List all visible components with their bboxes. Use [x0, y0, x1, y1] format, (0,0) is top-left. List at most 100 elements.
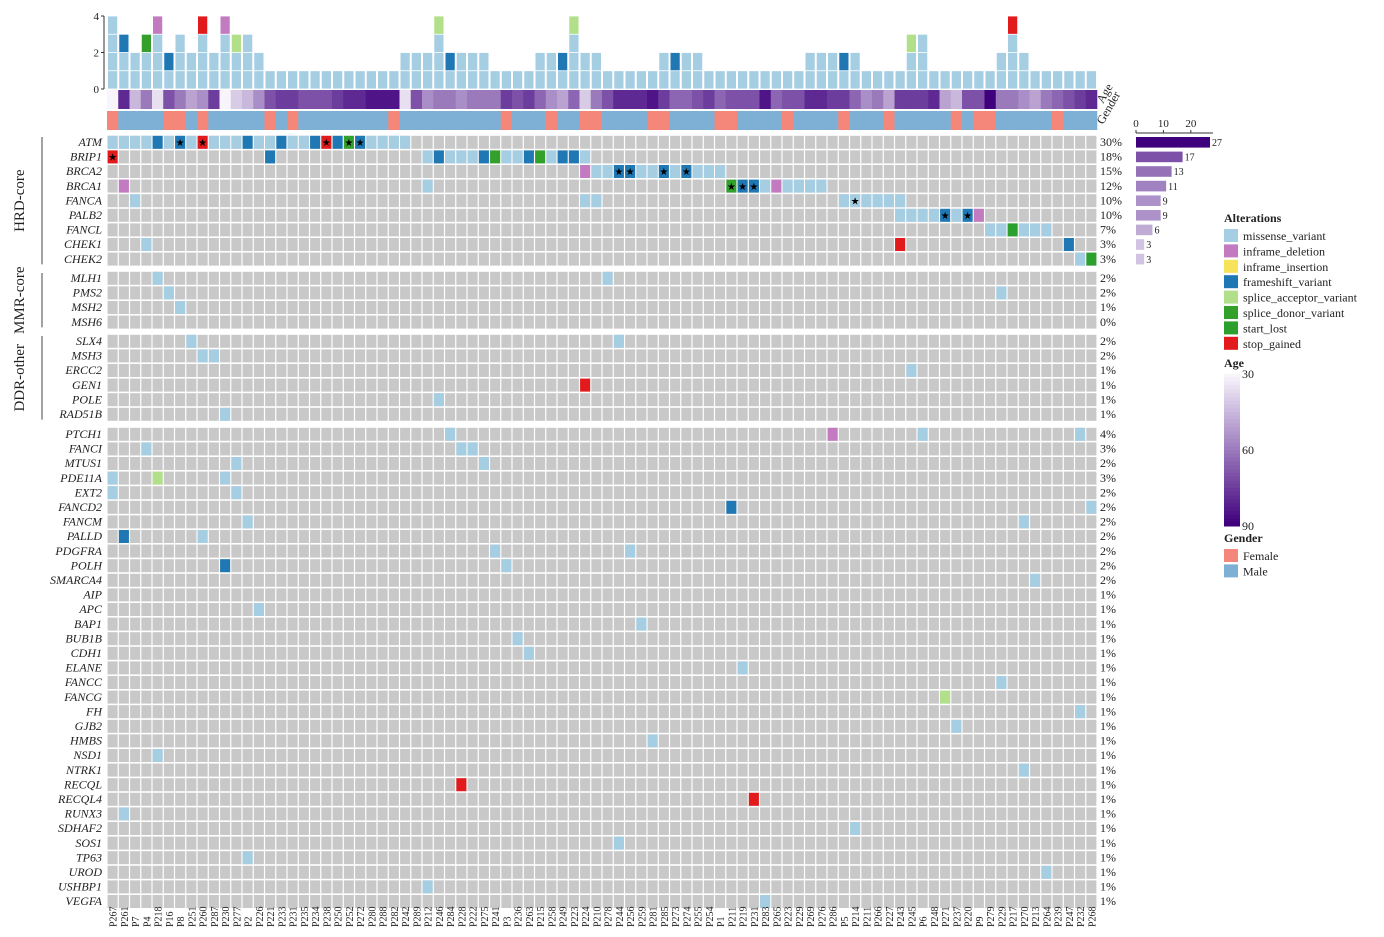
grid-cell: [749, 545, 759, 558]
grid-cell: [108, 316, 118, 329]
grid-cell: [569, 851, 579, 864]
grid-cell: [468, 851, 478, 864]
grid-cell: [918, 618, 928, 631]
grid-cell: [535, 837, 545, 850]
grid-cell: [940, 472, 950, 485]
grid-cell: [839, 866, 849, 879]
grid-cell: [164, 349, 174, 362]
grid-cell: [648, 180, 658, 193]
grid-cell: [850, 316, 860, 329]
grid-cell: [310, 150, 320, 163]
grid-cell: [423, 165, 433, 178]
grid-cell: [524, 428, 534, 441]
grid-cell: [355, 851, 365, 864]
grid-cell: [625, 272, 635, 285]
tmb-bar-segment: [457, 53, 466, 70]
grid-cell: [1064, 379, 1074, 392]
grid-cell: [423, 530, 433, 543]
grid-cell: [648, 194, 658, 207]
mutation-cell: [704, 165, 714, 178]
grid-cell: [963, 486, 973, 499]
grid-cell: [805, 472, 815, 485]
grid-cell: [445, 734, 455, 747]
grid-cell: [1064, 335, 1074, 348]
grid-cell: [704, 379, 714, 392]
grid-cell: [670, 705, 680, 718]
grid-cell: [996, 880, 1006, 893]
grid-cell: [299, 301, 309, 314]
grid-cell: [209, 603, 219, 616]
grid-cell: [974, 837, 984, 850]
grid-cell: [850, 647, 860, 660]
grid-cell: [918, 880, 928, 893]
grid-cell: [186, 778, 196, 791]
grid-cell: [411, 253, 421, 266]
grid-cell: [726, 559, 736, 572]
grid-cell: [321, 286, 331, 299]
grid-cell: [310, 457, 320, 470]
grid-cell: [546, 705, 556, 718]
grid-cell: [805, 559, 815, 572]
grid-cell: [1030, 545, 1040, 558]
grid-cell: [895, 150, 905, 163]
grid-cell: [524, 349, 534, 362]
grid-cell: [243, 501, 253, 514]
grid-cell: [355, 764, 365, 777]
age-cell: [231, 90, 243, 109]
gender-cell: [726, 111, 738, 130]
grid-cell: [648, 822, 658, 835]
grid-cell: [119, 691, 129, 704]
grid-cell: [164, 316, 174, 329]
grid-cell: [670, 253, 680, 266]
grid-cell: [783, 618, 793, 631]
grid-cell: [153, 822, 163, 835]
grid-cell: [366, 676, 376, 689]
grid-cell: [231, 705, 241, 718]
grid-cell: [220, 223, 230, 236]
mutation-cell: [310, 136, 320, 149]
grid-cell: [366, 588, 376, 601]
grid-cell: [884, 136, 894, 149]
grid-cell: [119, 301, 129, 314]
grid-cell: [783, 778, 793, 791]
grid-cell: [186, 720, 196, 733]
grid-cell: [108, 194, 118, 207]
grid-cell: [760, 880, 770, 893]
grid-cell: [310, 349, 320, 362]
grid-cell: [153, 486, 163, 499]
grid-cell: [816, 457, 826, 470]
grid-cell: [220, 603, 230, 616]
age-cell: [377, 90, 389, 109]
grid-cell: [513, 661, 523, 674]
grid-cell: [479, 364, 489, 377]
grid-cell: [951, 749, 961, 762]
grid-cell: [828, 822, 838, 835]
grid-cell: [209, 559, 219, 572]
grid-cell: [636, 379, 646, 392]
grid-cell: [771, 837, 781, 850]
gender-cell: [411, 111, 423, 130]
grid-cell: [288, 574, 298, 587]
grid-cell: [569, 647, 579, 660]
tmb-bar-segment: [1053, 71, 1062, 88]
grid-cell: [546, 764, 556, 777]
age-cell: [265, 90, 277, 109]
grid-cell: [130, 778, 140, 791]
grid-cell: [895, 793, 905, 806]
grid-cell: [310, 647, 320, 660]
grid-cell: [940, 530, 950, 543]
grid-cell: [648, 778, 658, 791]
grid-cell: [164, 778, 174, 791]
grid-cell: [974, 880, 984, 893]
grid-cell: [276, 393, 286, 406]
grid-cell: [400, 851, 410, 864]
grid-cell: [164, 515, 174, 528]
grid-cell: [288, 165, 298, 178]
mutation-cell: [535, 150, 545, 163]
grid-cell: [715, 895, 725, 908]
grid-cell: [490, 880, 500, 893]
grid-cell: [209, 588, 219, 601]
grid-cell: [918, 515, 928, 528]
grid-cell: [333, 618, 343, 631]
grid-cell: [524, 393, 534, 406]
